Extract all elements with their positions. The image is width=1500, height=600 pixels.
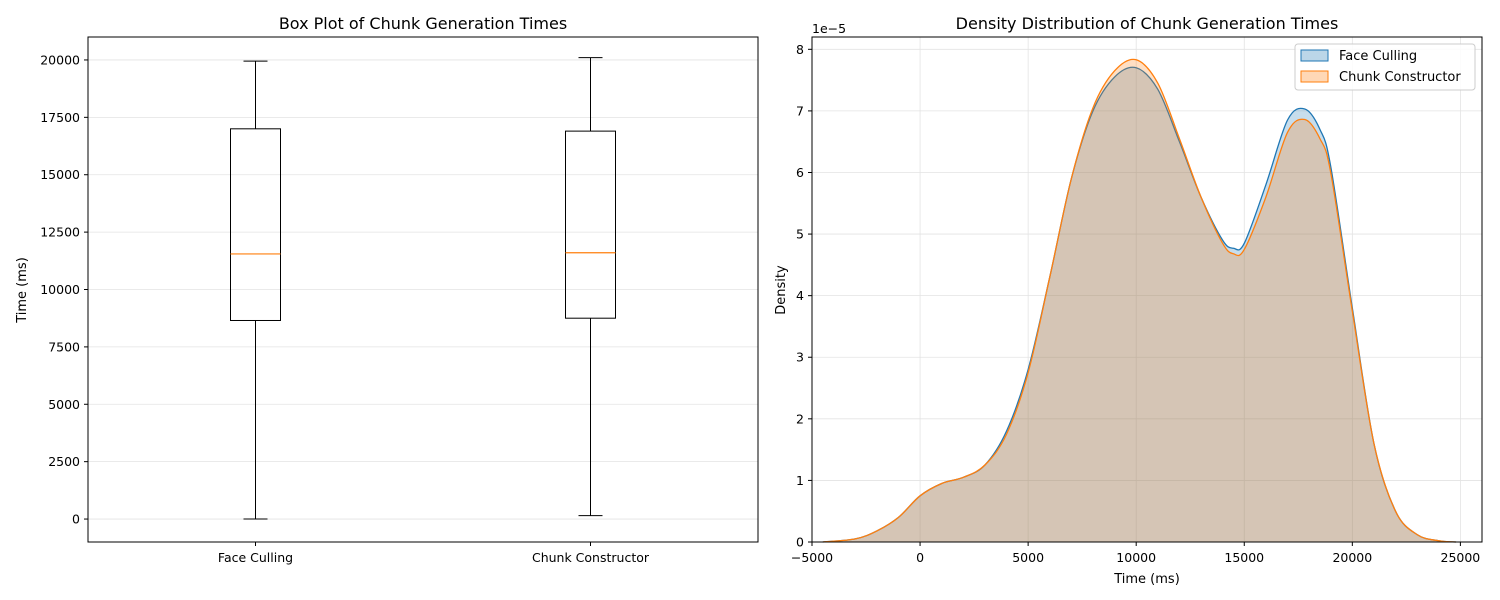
density-frame — [811, 36, 1483, 543]
box-grid — [88, 59, 758, 520]
density-x-tick-label: 5000 — [1012, 550, 1044, 565]
box-iqr — [565, 130, 616, 319]
box-plot-chart: 0 2500 5000 7500 10000 12500 15000 17500 20000 F… — [15, 14, 759, 565]
density-y-tick-label: 5 — [796, 227, 804, 242]
density-y-tick-label: 0 — [796, 535, 804, 550]
box-chunk-constructor — [565, 57, 616, 517]
box-x-tick-label: Chunk Constructor — [532, 550, 650, 565]
density-y-label: Density — [774, 265, 789, 315]
box-y-tick-label: 5000 — [48, 397, 80, 412]
density-y-tick-label: 3 — [796, 350, 804, 365]
density-x-tick-label: 20000 — [1332, 550, 1372, 565]
legend-label-chunk-constructor: Chunk Constructor — [1339, 70, 1461, 85]
density-y-ticks: 0 1 2 3 4 5 6 7 8 — [796, 42, 812, 550]
box-y-ticks: 0 2500 5000 7500 10000 12500 15000 17500 20000 — [40, 52, 88, 527]
density-x-tick-label: 0 — [916, 550, 924, 565]
density-area-chunk-constructor — [822, 59, 1457, 542]
density-y-tick-label: 4 — [796, 288, 804, 303]
box-face-culling — [230, 60, 281, 520]
density-title: Density Distribution of Chunk Generation… — [956, 14, 1339, 33]
density-x-tick-label: 15000 — [1224, 550, 1264, 565]
density-legend: Face Culling Chunk Constructor — [1294, 43, 1476, 91]
legend-box — [1294, 43, 1476, 91]
density-x-tick-label: −5000 — [791, 550, 833, 565]
legend-swatch-chunk-constructor — [1300, 70, 1329, 83]
box-marks — [230, 57, 616, 520]
density-x-tick-label: 25000 — [1441, 550, 1481, 565]
density-y-tick-label: 7 — [796, 103, 804, 118]
box-y-tick-label: 12500 — [40, 225, 80, 240]
box-y-tick-label: 15000 — [40, 167, 80, 182]
box-y-tick-label: 0 — [72, 512, 80, 527]
density-y-tick-label: 2 — [796, 411, 804, 426]
box-plot-title: Box Plot of Chunk Generation Times — [279, 14, 567, 33]
box-y-tick-label: 10000 — [40, 282, 80, 297]
box-plot-y-label: Time (ms) — [15, 257, 30, 324]
box-y-tick-label: 7500 — [48, 339, 80, 354]
legend-label-face-culling: Face Culling — [1339, 49, 1417, 64]
density-areas — [822, 58, 1457, 543]
density-offset-label: 1e−5 — [812, 21, 846, 36]
box-y-tick-label: 2500 — [48, 454, 80, 469]
density-x-label: Time (ms) — [1113, 572, 1180, 587]
box-iqr — [230, 128, 281, 321]
box-x-ticks: Face Culling Chunk Constructor — [218, 542, 650, 565]
density-y-tick-label: 1 — [796, 473, 804, 488]
legend-swatch-face-culling — [1300, 49, 1329, 62]
box-x-tick-label: Face Culling — [218, 550, 293, 565]
density-y-tick-label: 8 — [796, 42, 804, 57]
density-y-tick-label: 6 — [796, 165, 804, 180]
box-y-tick-label: 20000 — [40, 52, 80, 67]
density-line-chunk-constructor — [822, 58, 1457, 543]
density-x-ticks: −5000 0 5000 10000 15000 20000 25000 — [791, 542, 1480, 565]
density-x-tick-label: 10000 — [1116, 550, 1156, 565]
density-area-face-culling — [822, 67, 1457, 542]
box-y-tick-label: 17500 — [40, 110, 80, 125]
